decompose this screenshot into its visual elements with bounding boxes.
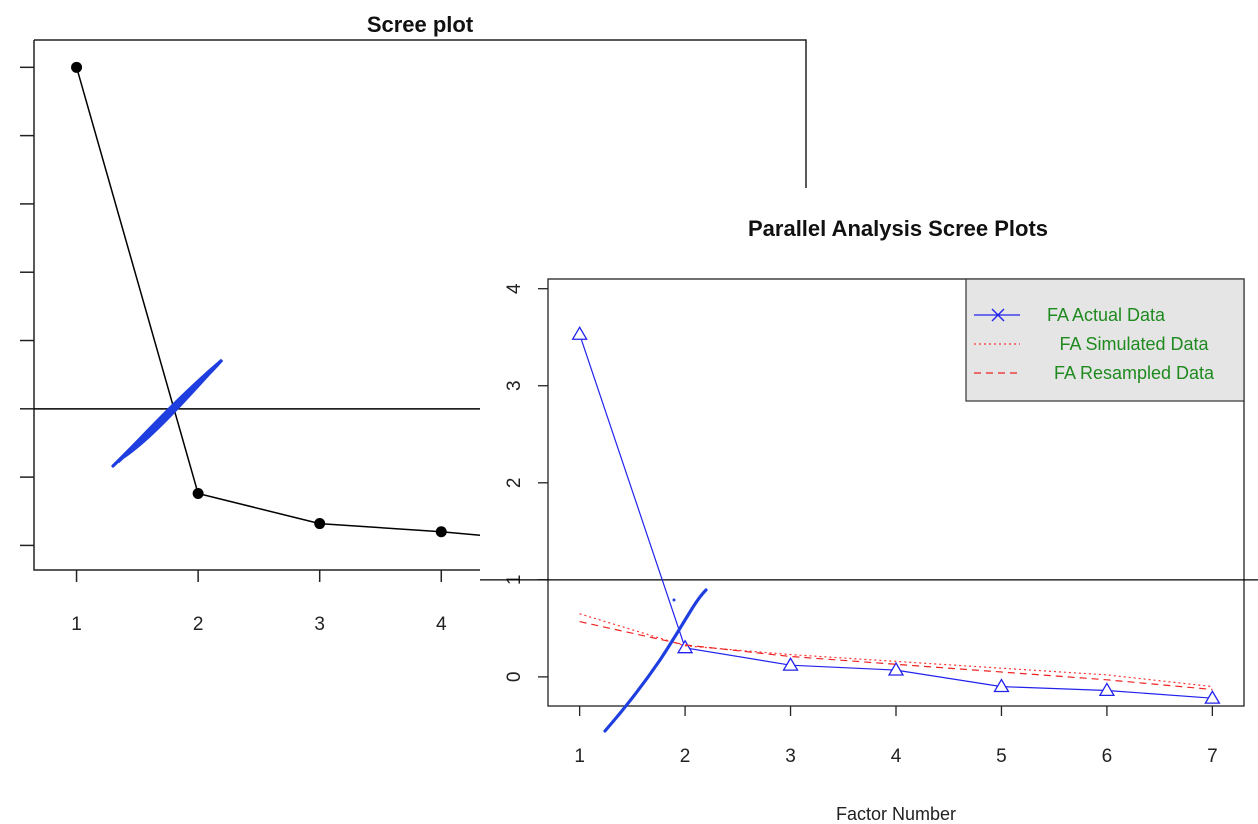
scree-data-point xyxy=(435,526,447,538)
x-axis-label: Factor Number xyxy=(836,804,956,824)
scree-plot-chart: Scree plot 1 2 3 4 xyxy=(20,12,807,635)
y-tick-label: 3 xyxy=(504,380,525,391)
x-tick-label: 1 xyxy=(71,614,82,635)
legend-label-1: FA Actual Data xyxy=(1047,305,1166,325)
x-tick-label: 2 xyxy=(193,614,204,635)
x-tick-label: 6 xyxy=(1102,746,1113,767)
actual-data-point xyxy=(782,656,799,671)
actual-data-point xyxy=(1204,689,1221,704)
legend-label-2: FA Simulated Data xyxy=(1059,334,1209,354)
actual-data-point xyxy=(887,661,905,676)
actual-data-point xyxy=(993,678,1010,693)
y-tick-label: 0 xyxy=(504,672,525,683)
series-line-2 xyxy=(579,613,1213,688)
scree-series-line xyxy=(75,67,481,536)
x-tick-label: 5 xyxy=(996,746,1007,767)
x-tick-label: 1 xyxy=(574,746,585,767)
x-tick-label: 7 xyxy=(1207,746,1218,767)
actual-data-point xyxy=(1098,682,1116,697)
legend-marker xyxy=(991,308,1005,322)
scree-data-point xyxy=(71,61,83,73)
blue-dot-annotation xyxy=(672,598,676,602)
y-tick-label: 4 xyxy=(504,283,525,294)
x-tick-label: 2 xyxy=(680,746,691,767)
blue-scribble-annotation xyxy=(111,358,224,468)
scree-plot-title: Scree plot xyxy=(367,12,474,37)
parallel-analysis-chart: Parallel Analysis Scree Plots Factor Numb… xyxy=(480,188,1258,824)
x-tick-label: 4 xyxy=(891,746,902,767)
scree-data-point xyxy=(314,518,326,530)
x-tick-label: 3 xyxy=(314,614,325,635)
series-line-3 xyxy=(579,621,1213,691)
scree-data-point xyxy=(192,488,204,500)
legend-box xyxy=(965,278,1245,402)
plot-frame xyxy=(33,39,807,571)
blue-curve-annotation xyxy=(603,588,708,733)
parallel-analysis-title: Parallel Analysis Scree Plots xyxy=(748,216,1048,241)
actual-data-point xyxy=(571,326,588,340)
actual-data-point xyxy=(676,639,694,654)
y-tick-label: 2 xyxy=(504,478,525,489)
legend-label-3: FA Resampled Data xyxy=(1054,363,1215,383)
x-tick-label: 3 xyxy=(785,746,796,767)
x-tick-label: 4 xyxy=(436,614,447,635)
